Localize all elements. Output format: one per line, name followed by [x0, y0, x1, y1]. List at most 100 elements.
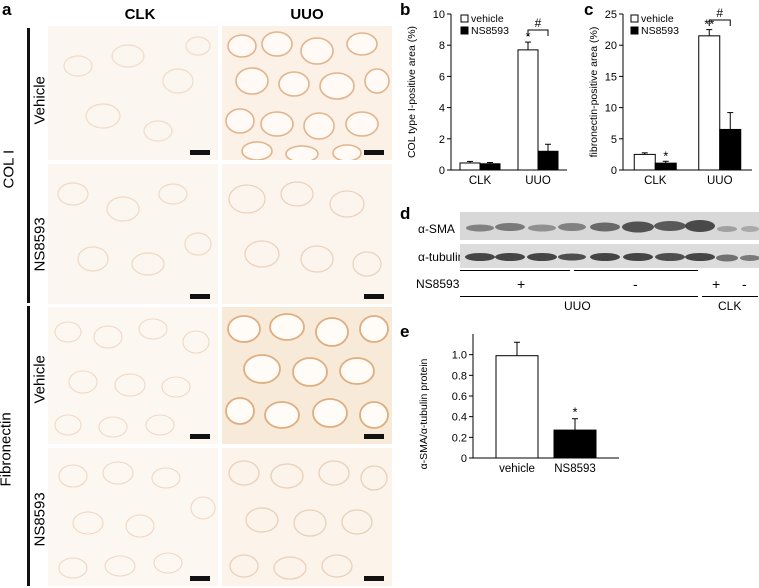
scale-bar	[364, 150, 384, 155]
x-tick-label: UUO	[707, 175, 733, 187]
tissue-image-fn-uuo-vehicle	[222, 307, 392, 444]
y-tick-label: 0	[611, 165, 617, 177]
row-label-ns8593-2: NS8593	[31, 492, 49, 547]
y-tick-label: 10	[433, 9, 445, 21]
y-tick-label: 0.2	[452, 432, 467, 444]
significance-star: *	[525, 29, 530, 44]
bar-vehicle-uuo	[517, 49, 539, 171]
tissue-image-col1-uuo-vehicle	[222, 26, 392, 160]
y-tick-label: 0.8	[452, 370, 467, 382]
legend-swatch	[460, 26, 469, 35]
western-blot-asma	[460, 212, 759, 240]
scale-bar	[190, 150, 210, 155]
y-tick-label: 0.4	[452, 412, 467, 424]
blot-divider-1	[460, 270, 570, 271]
band-label-tubulin: α-tubulin	[418, 250, 465, 264]
tissue-image-col1-uuo-ns8593	[222, 164, 392, 304]
y-tick-label: 25	[605, 9, 617, 21]
x-tick-label: NS8593	[554, 463, 596, 475]
y-tick-label: 15	[605, 71, 617, 83]
significance-bracket	[527, 29, 549, 36]
col-header-uuo: UUO	[290, 6, 324, 23]
blot-divider-3	[460, 296, 698, 297]
y-tick-label: 8	[439, 40, 445, 52]
tissue-image-col1-clk-vehicle	[48, 26, 218, 160]
col-header-clk: CLK	[124, 6, 156, 23]
row-label-vehicle-2: Vehicle	[31, 355, 49, 404]
group-line-col1	[27, 28, 30, 303]
y-tick-label: 0	[461, 453, 467, 465]
treatment-mark-uuo-minus: -	[633, 276, 638, 292]
y-tick-label: 10	[605, 103, 617, 115]
y-axis-label: fibronectin-positive area (%)	[588, 27, 600, 158]
x-tick-label: vehicle	[499, 463, 535, 475]
legend-swatch	[630, 26, 639, 35]
significance-star: *	[663, 148, 668, 163]
scale-bar	[364, 434, 384, 439]
scale-bar	[364, 294, 384, 299]
treatment-mark-clk-minus: -	[742, 276, 747, 292]
bar-vehicle	[495, 355, 539, 459]
bar-ns8593-clk	[479, 163, 501, 171]
scale-bar	[190, 576, 210, 581]
x-tick-label: CLK	[644, 175, 667, 187]
panel-d-label: d	[400, 204, 411, 223]
scale-bar	[190, 294, 210, 299]
x-tick-label: UUO	[525, 175, 551, 187]
legend-label: vehicle	[641, 13, 674, 25]
chart-e: 0 0.2 0.4 0.6 0.8 1.0 α-SMA/α-tubulin protein v…	[418, 334, 619, 475]
y-tick-label: 6	[439, 71, 445, 83]
significance-hash: #	[716, 6, 723, 20]
bar-ns8593-uuo	[537, 150, 559, 171]
chart-b: 0 2 4 6 8 10 COL type I-positive area (%) CLK UU…	[406, 9, 567, 187]
bar-vehicle-clk	[459, 162, 481, 171]
bar-ns8593	[553, 429, 597, 459]
y-tick-label: 20	[605, 40, 617, 52]
band-label-asma: α-SMA	[418, 222, 455, 236]
legend-label: vehicle	[471, 13, 504, 25]
bar-vehicle-uuo	[698, 35, 721, 171]
y-axis-label: COL type I-positive area (%)	[406, 26, 418, 158]
scale-bar	[364, 576, 384, 581]
scale-bar	[190, 434, 210, 439]
tissue-image-fn-clk-vehicle	[48, 307, 218, 444]
y-tick-label: 4	[439, 103, 445, 115]
bar-vehicle-clk	[633, 153, 656, 171]
group-label-fibronectin: Fibronectin	[0, 412, 15, 487]
y-axis-label: α-SMA/α-tubulin protein	[418, 358, 430, 469]
blot-divider-2	[574, 270, 698, 271]
x-tick-label: CLK	[469, 175, 492, 187]
group-label-uuo: UUO	[564, 299, 591, 313]
legend-swatch	[630, 14, 639, 23]
western-blot-tubulin	[460, 244, 759, 268]
tissue-image-col1-clk-ns8593	[48, 164, 218, 304]
legend-label: NS8593	[471, 25, 509, 37]
chart-c: 0 5 10 15 20 25 fibronectin-positive area (%) C…	[588, 6, 752, 187]
group-label-col1: COL I	[0, 149, 18, 189]
y-tick-label: 5	[611, 134, 617, 146]
treatment-mark-clk-plus: +	[712, 276, 721, 292]
group-line-fibronectin	[27, 306, 30, 586]
bar-ns8593-uuo	[719, 128, 742, 171]
y-tick-label: 1.0	[452, 350, 467, 362]
row-label-ns8593-1: NS8593	[31, 217, 49, 272]
tissue-image-fn-uuo-ns8593	[222, 448, 392, 586]
treatment-label: NS8593	[416, 277, 460, 291]
group-label-clk: CLK	[718, 299, 742, 313]
significance-hash: #	[535, 16, 542, 30]
legend-label: NS8593	[641, 25, 679, 37]
significance-bracket	[708, 19, 731, 26]
blot-divider-4	[702, 296, 758, 297]
y-tick-label: 2	[439, 134, 445, 146]
panel-a-label: a	[2, 0, 12, 19]
panel-c-label: c	[584, 0, 594, 19]
y-tick-label: 0.6	[452, 391, 467, 403]
bar-ns8593-clk	[654, 162, 677, 171]
treatment-mark-uuo-plus: +	[517, 276, 526, 292]
row-label-vehicle-1: Vehicle	[31, 76, 49, 125]
panel-e-label: e	[400, 322, 410, 341]
panel-b-label: b	[400, 0, 411, 19]
y-tick-label: 0	[439, 165, 445, 177]
legend-swatch	[460, 14, 469, 23]
tissue-image-fn-clk-ns8593	[48, 448, 218, 586]
